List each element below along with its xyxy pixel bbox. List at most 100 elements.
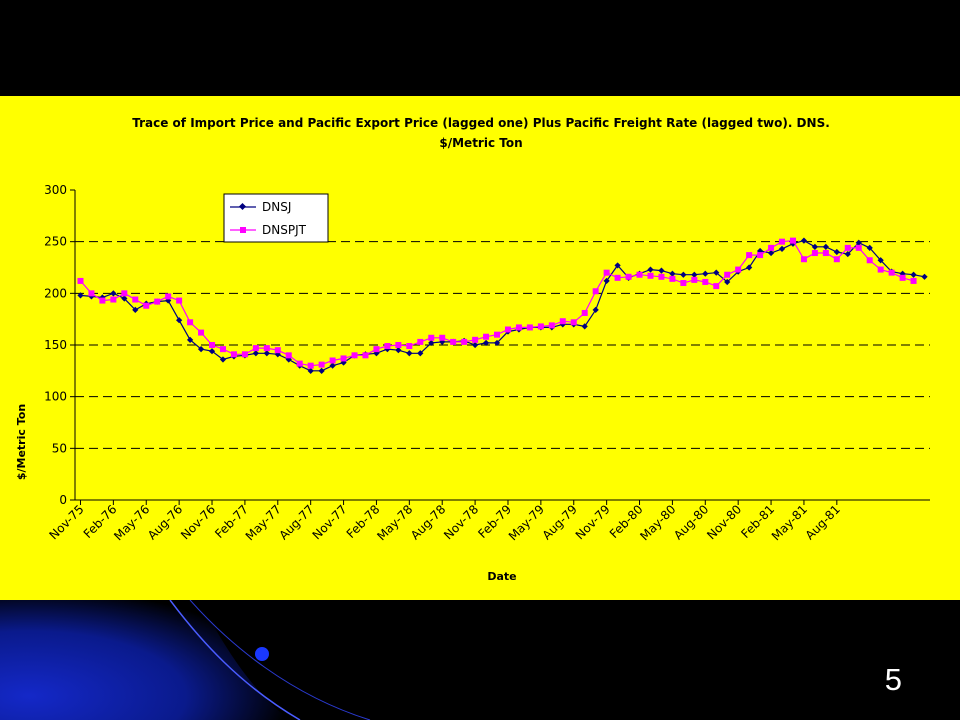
- data-point-dnspjt: [614, 274, 621, 281]
- x-tick-labels: Nov-75Feb-76May-76Aug-76Nov-76Feb-77May-…: [47, 502, 843, 543]
- x-tick-label: Aug-79: [540, 502, 580, 542]
- data-point-dnspjt: [581, 309, 588, 316]
- data-point-dnspjt: [636, 271, 643, 278]
- data-point-dnsj: [318, 367, 325, 374]
- series-line-dnspjt: [80, 239, 914, 367]
- x-tick-label: May-81: [769, 502, 810, 543]
- data-point-dnspjt: [724, 271, 731, 278]
- data-point-dnspjt: [318, 361, 325, 368]
- data-point-dnspjt: [406, 343, 413, 350]
- data-point-dnspjt: [877, 266, 884, 273]
- data-point-dnspjt: [757, 252, 764, 259]
- data-point-dnsj: [77, 292, 84, 299]
- data-point-dnsj: [702, 270, 709, 277]
- data-point-dnsj: [647, 266, 654, 273]
- x-tick-label: Nov-77: [310, 502, 350, 542]
- series-line-dnsj: [80, 239, 925, 372]
- data-point-dnspjt: [592, 288, 599, 295]
- data-point-dnspjt: [230, 351, 237, 358]
- data-point-dnspjt: [143, 302, 150, 309]
- y-tick-label: 200: [44, 286, 67, 300]
- legend-label-dnsj: DNSJ: [262, 200, 291, 214]
- data-point-dnspjt: [285, 352, 292, 359]
- data-point-dnspjt: [746, 252, 753, 259]
- data-point-dnsj: [329, 362, 336, 369]
- data-point-dnspjt: [88, 290, 95, 297]
- data-point-dnspjt: [439, 334, 446, 341]
- data-point-dnspjt: [669, 275, 676, 282]
- data-point-dnsj: [680, 271, 687, 278]
- y-tick-label: 250: [44, 235, 67, 249]
- data-point-dnspjt: [165, 293, 172, 300]
- data-point-dnspjt: [154, 298, 161, 305]
- data-point-dnspjt: [658, 273, 665, 280]
- data-point-dnspjt: [800, 256, 807, 263]
- data-point-dnspjt: [570, 319, 577, 326]
- data-point-dnspjt: [99, 297, 106, 304]
- data-point-dnspjt: [713, 283, 720, 290]
- data-point-dnsj: [811, 243, 819, 250]
- slide-bottom-band: 5: [0, 600, 960, 720]
- data-point-dnspjt: [548, 322, 555, 329]
- legend-box: [223, 193, 329, 243]
- data-point-dnsj: [658, 267, 665, 274]
- data-point-dnsj: [121, 295, 128, 302]
- data-point-dnsj: [833, 248, 840, 256]
- data-point-dnspjt: [362, 352, 369, 359]
- data-point-dnspjt: [735, 266, 742, 273]
- data-point-dnspjt: [132, 296, 139, 303]
- data-point-dnspjt: [691, 276, 698, 283]
- x-tick-label: May-78: [374, 502, 415, 543]
- data-point-dnspjt: [209, 342, 216, 348]
- data-point-dnspjt: [833, 256, 840, 263]
- data-point-dnspjt: [307, 362, 314, 369]
- gridlines: [75, 241, 930, 449]
- data-point-dnspjt: [515, 324, 522, 331]
- data-point-dnsj: [197, 346, 205, 353]
- data-point-dnspjt: [450, 338, 457, 345]
- slide-number: 5: [884, 662, 902, 697]
- data-point-dnsj: [219, 356, 227, 363]
- series-lines: [77, 237, 928, 374]
- data-point-dnsj: [800, 237, 808, 244]
- x-tick-label: Aug-77: [276, 502, 316, 542]
- data-point-dnspjt: [329, 357, 336, 364]
- data-point-dnspjt: [461, 338, 468, 345]
- chart-panel: Trace of Import Price and Pacific Export…: [0, 96, 960, 600]
- data-point-dnspjt: [198, 329, 205, 336]
- data-point-dnspjt: [680, 280, 687, 286]
- x-tick-label: Nov-80: [704, 502, 744, 542]
- x-axis-title: Date: [487, 570, 516, 583]
- data-point-dnspjt: [844, 244, 851, 251]
- data-point-dnsj: [252, 350, 259, 357]
- axes: [70, 189, 930, 505]
- data-point-dnsj: [592, 306, 599, 313]
- data-point-dnspjt: [176, 297, 183, 304]
- x-tick-label: Nov-78: [441, 502, 481, 542]
- data-point-dnspjt: [899, 274, 906, 281]
- y-tick-label: 0: [59, 493, 67, 507]
- y-tick-label: 50: [52, 441, 67, 455]
- chart-title: Trace of Import Price and Pacific Export…: [132, 116, 830, 130]
- data-point-dnsj: [406, 350, 413, 357]
- data-point-dnspjt: [866, 257, 873, 264]
- data-point-dnspjt: [822, 250, 829, 257]
- data-point-dnspjt: [647, 272, 654, 279]
- data-point-dnspjt: [537, 323, 544, 330]
- data-point-dnspjt: [789, 237, 796, 244]
- x-tick-label: Aug-76: [145, 502, 185, 542]
- data-point-dnspjt: [910, 277, 917, 284]
- y-tick-labels: 0 50 100 150 200 250 300: [44, 183, 67, 507]
- data-point-dnspjt: [187, 319, 194, 326]
- data-point-dnsj: [778, 245, 786, 253]
- data-point-dnspjt: [219, 346, 226, 353]
- y-tick-label: 100: [44, 390, 67, 404]
- x-tick-label: Nov-79: [573, 502, 613, 542]
- data-point-dnspjt: [483, 333, 490, 340]
- data-point-dnspjt: [241, 351, 248, 358]
- x-tick-label: May-80: [637, 502, 678, 543]
- data-point-dnspjt: [296, 360, 303, 367]
- data-point-dnspjt: [263, 345, 270, 352]
- x-tick-label: Nov-76: [178, 502, 218, 542]
- data-point-dnspjt: [526, 324, 533, 331]
